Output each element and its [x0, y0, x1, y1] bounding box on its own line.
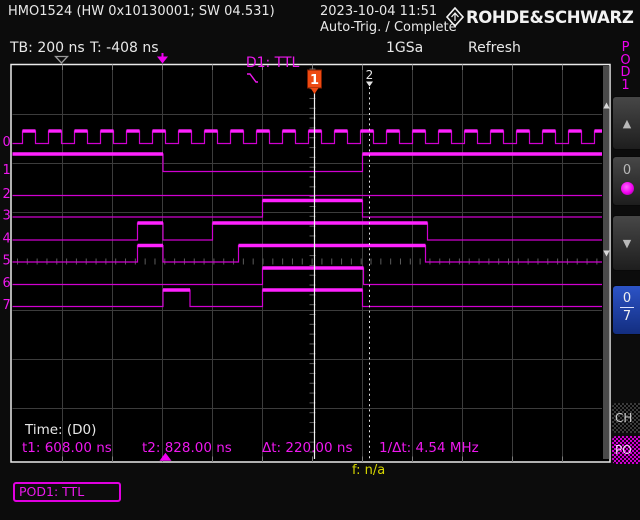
cursor-delta-t-readout: Δt: 220.00 ns: [262, 440, 353, 456]
tab-pod[interactable]: PO: [612, 436, 640, 464]
cursor-t1-readout: t1: 608.00 ns: [22, 440, 112, 456]
channel-2-label: 2: [3, 187, 11, 202]
channel-4-trace: [12, 222, 602, 241]
range-bottom-value: 7: [622, 309, 632, 324]
cursor-inverse-delta-t-readout: 1/Δt: 4.54 MHz: [379, 440, 479, 456]
channel-0-trace: [12, 130, 602, 145]
reference-position-marker[interactable]: [54, 55, 69, 64]
channel-1-label: 1: [3, 163, 11, 178]
channel-0-label: 0: [3, 135, 11, 150]
trigger-position-marker-stem: [161, 53, 164, 58]
frequency-readout: f: n/a: [352, 463, 386, 478]
acquisition-mode-readout: Refresh: [468, 40, 521, 56]
falling-edge-icon: [246, 73, 258, 83]
sample-rate-readout: 1GSa: [386, 40, 424, 56]
channel-7-trace: [12, 289, 602, 308]
measurement-title: Time: (D0): [25, 422, 97, 438]
channel-led-indicator: [620, 182, 634, 195]
device-model-label: HMO1524 (HW 0x10130001; SW 04.531): [8, 4, 275, 19]
channel-5-trace: [12, 244, 602, 263]
channel-scroll-up-button[interactable]: ▲: [612, 96, 640, 150]
trigger-bottom-marker[interactable]: [159, 452, 172, 461]
tab-channels[interactable]: CH: [612, 403, 640, 433]
brand-name: ROHDE&SCHWARZ: [466, 7, 634, 27]
channel-4-label: 4: [3, 232, 11, 247]
timebase-readout: TB: 200 ns: [10, 40, 85, 56]
rohde-schwarz-diamond-icon: [446, 7, 464, 27]
range-top-value: 0: [622, 291, 632, 306]
pod-range-scrollbar[interactable]: [603, 66, 610, 459]
trigger-source-readout: D1: TTL: [228, 41, 299, 103]
channel-6-label: 6: [3, 276, 11, 291]
selected-channel-button[interactable]: 0: [612, 156, 640, 206]
range-divider: [620, 307, 634, 308]
graticule-frame: [10, 63, 611, 463]
pod-sidebar-label: POD1: [620, 40, 631, 93]
channel-range-button[interactable]: 0 7: [612, 285, 640, 335]
cursor-2-marker-icon: [366, 81, 373, 87]
cursor-2-label: 2: [366, 68, 374, 82]
cursor-1-flag-tip: [310, 88, 319, 94]
trigger-status-label: Auto-Trig. / Complete: [320, 20, 457, 35]
cursor-t2-readout: t2: 828.00 ns: [142, 440, 232, 456]
cursor-1-flag-label: 1: [310, 73, 319, 88]
trigger-source-text: D1: TTL: [245, 55, 300, 72]
channel-7-label: 7: [3, 298, 11, 313]
range-bottom-marker-icon: [603, 250, 610, 257]
range-top-marker-icon: [603, 102, 610, 109]
selected-channel-value: 0: [622, 163, 632, 178]
trigger-time-readout: T: -408 ns: [90, 40, 159, 56]
datetime-label: 2023-10-04 11:51: [320, 4, 438, 19]
trigger-position-marker[interactable]: [157, 56, 168, 64]
brand-logo: ROHDE&SCHWARZ: [446, 7, 634, 27]
channel-3-label: 3: [3, 209, 11, 224]
pod-source-badge[interactable]: POD1: TTL: [13, 482, 121, 502]
channel-5-label: 5: [3, 254, 11, 269]
channel-scroll-down-button[interactable]: ▼: [612, 215, 640, 271]
